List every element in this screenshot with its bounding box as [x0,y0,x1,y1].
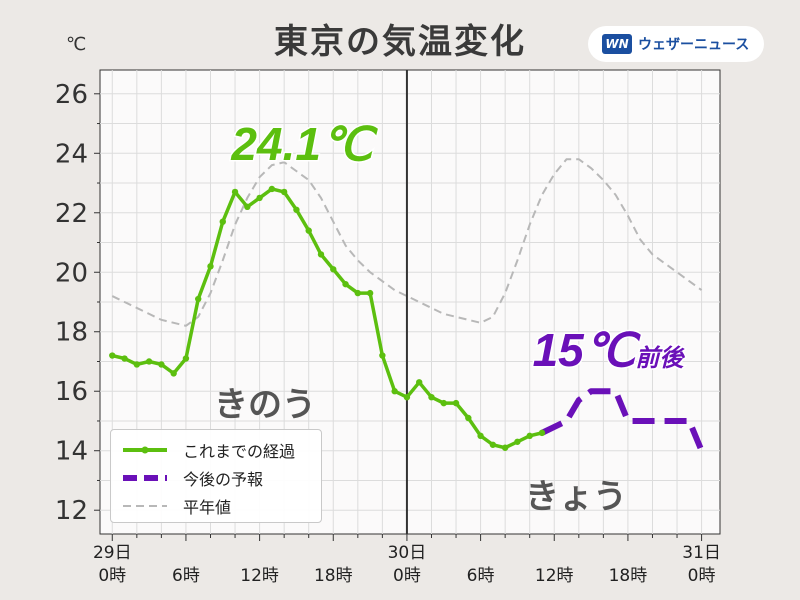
observed-point [305,227,312,234]
y-tick-label: 12 [55,496,88,526]
observed-point [514,438,521,445]
legend-label: これまでの経過 [183,442,296,461]
observed-point [526,432,533,440]
observed-point [428,393,435,401]
legend-label: 今後の予報 [183,470,264,489]
x-tick-label-hour: 0時 [98,566,126,586]
y-tick-label: 14 [55,437,88,467]
observed-point [170,370,177,377]
observed-point [379,352,386,359]
observed-point [182,355,190,362]
y-tick-label: 18 [55,318,88,348]
chart-title: 東京の気温変化 [274,22,526,62]
forecast-label: 15℃前後 [533,324,686,376]
observed-point [133,361,141,368]
observed-point [416,379,423,386]
x-tick-label-hour: 18時 [314,566,353,586]
observed-point [477,432,484,440]
legend-item-observed: これまでの経過 [121,436,311,464]
y-tick-label: 24 [55,139,88,169]
yesterday-label: きのう [214,385,316,425]
x-tick-label-hour: 12時 [240,566,279,586]
observed-point [342,280,349,288]
observed-point [489,441,497,448]
y-tick-label: 20 [55,258,88,288]
observed-point [244,203,251,211]
series-forecast-line [540,388,705,452]
observed-point [440,399,447,407]
observed-point [109,352,116,359]
observed-point [207,263,214,270]
brand-badge: WN ウェザーニュース [588,26,764,62]
observed-point [280,188,288,196]
axes: 12 14 16 18 20 22 24 26 29日 0時 6時 12時 18時 30日 0時 6時 12時 1… [55,80,721,586]
observed-point [330,266,337,273]
forecast-value: 15℃ [533,324,641,376]
legend-label: 平年値 [183,498,232,517]
observed-point [268,185,276,193]
observed-point [403,393,411,401]
legend-item-normal: 平年値 [121,492,311,520]
series-observed-line [111,187,543,450]
observed-point [145,358,153,365]
observed-point [293,206,300,213]
forecast-suffix: 前後 [635,345,685,372]
observed-point [354,289,362,297]
weathernews-logo-icon: WN [602,34,632,54]
x-tick-label-hour: 6時 [172,566,200,586]
max-temperature-label: 24.1℃ [230,118,378,170]
observed-point [195,295,202,303]
legend-item-forecast: 今後の予報 [121,464,311,492]
y-tick-label: 22 [55,199,88,229]
y-tick-label: 16 [55,377,88,407]
series [109,70,705,534]
observed-point [219,218,226,225]
y-axis-unit: ℃ [66,34,87,55]
observed-point [366,289,374,297]
observed-point [465,414,472,422]
observed-point [256,194,263,202]
x-tick-label-day: 31日 [682,543,721,563]
observed-point [452,399,460,407]
series-normal-line [111,158,703,327]
x-tick-label-hour: 0時 [688,566,716,586]
x-tick-label-hour: 0時 [393,566,421,586]
x-tick-label-day: 30日 [388,543,427,563]
observed-point [121,355,128,362]
normal-line-icon [123,505,167,507]
brand-name: ウェザーニュース [638,37,750,53]
observed-point [317,251,325,258]
y-tick-label: 26 [55,80,88,110]
observed-point [501,444,509,451]
x-tick-label-hour: 12時 [535,566,574,586]
legend: これまでの経過 今後の予報 平年値 [110,429,322,523]
today-label: きょう [525,477,627,517]
x-tick-label-day: 29日 [93,543,132,563]
x-tick-label-hour: 18時 [609,566,648,586]
observed-point [538,429,546,437]
annotations: 24.1℃ 15℃前後 きのう きょう [214,117,687,518]
x-tick-label-hour: 6時 [467,566,495,586]
observed-point [158,361,165,368]
observed-point [391,388,398,395]
forecast-line-icon [123,475,167,481]
observed-point [231,188,239,196]
observed-line-icon [123,446,167,454]
